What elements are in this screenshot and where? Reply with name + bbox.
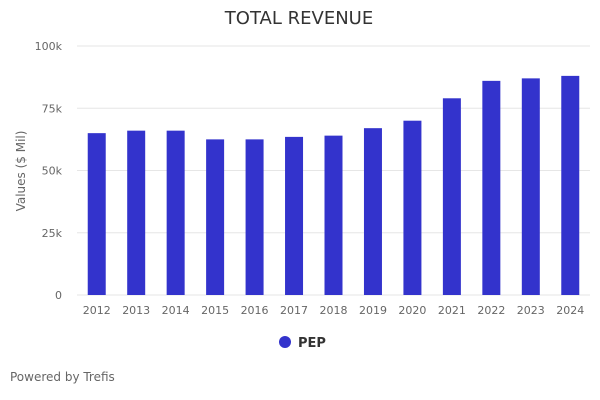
bar[interactable]: [285, 136, 304, 295]
y-tick-labels: 0 25k 50k 75k 100k: [35, 40, 63, 302]
x-tick-label: 2017: [280, 304, 308, 317]
x-tick-label: 2024: [556, 304, 584, 317]
x-tick-label: 2015: [201, 304, 229, 317]
legend-label: PEP: [298, 336, 326, 351]
bars: [87, 75, 580, 296]
bar[interactable]: [521, 78, 540, 296]
x-tick-labels: 2012 2013 2014 2015 2016 2017 2018 2019 2020 2021…: [83, 304, 585, 317]
bar[interactable]: [482, 80, 501, 295]
bar[interactable]: [403, 120, 422, 295]
bar[interactable]: [442, 98, 461, 295]
y-tick-label: 25k: [42, 227, 63, 240]
x-tick-label: 2020: [398, 304, 426, 317]
bar[interactable]: [206, 139, 225, 295]
legend[interactable]: PEP: [279, 336, 326, 351]
y-axis-label: Values ($ Mil): [14, 131, 28, 212]
y-tick-label: 0: [55, 289, 62, 302]
x-tick-label: 2013: [122, 304, 150, 317]
bar[interactable]: [324, 135, 343, 295]
bar[interactable]: [561, 75, 580, 295]
x-tick-label: 2016: [241, 304, 269, 317]
x-tick-label: 2022: [477, 304, 505, 317]
bar[interactable]: [245, 139, 264, 295]
x-tick-label: 2021: [438, 304, 466, 317]
bar[interactable]: [87, 133, 106, 295]
chart-title: TOTAL REVENUE: [224, 8, 373, 29]
bar[interactable]: [166, 130, 185, 295]
x-tick-label: 2014: [162, 304, 190, 317]
x-tick-label: 2023: [517, 304, 545, 317]
bar[interactable]: [127, 130, 146, 295]
x-tick-label: 2019: [359, 304, 387, 317]
x-tick-label: 2018: [320, 304, 348, 317]
bar[interactable]: [363, 128, 382, 295]
credit-text: Powered by Trefis: [10, 370, 115, 384]
x-tick-label: 2012: [83, 304, 111, 317]
legend-marker-icon: [279, 336, 291, 348]
y-tick-label: 75k: [42, 102, 63, 115]
y-tick-label: 50k: [42, 165, 63, 178]
y-tick-label: 100k: [35, 40, 63, 53]
